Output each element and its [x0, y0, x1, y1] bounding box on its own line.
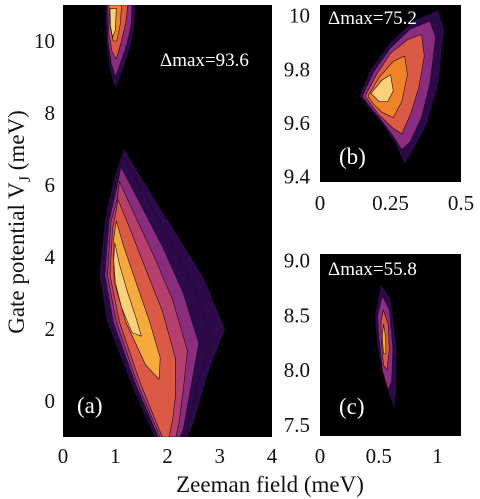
panel-c-y-ticks: 7.5 8.0 8.5 9.0 — [284, 249, 310, 437]
panel-a-y-tick-2: 4 — [45, 245, 56, 269]
panel-a-y-tick-1: 2 — [45, 317, 56, 341]
panel-b-x-tick-1: 0.25 — [372, 191, 409, 215]
panel-b-heatmap — [359, 10, 445, 164]
panel-c-x-tick-1: 0.5 — [366, 444, 392, 468]
panel-c-y-tick-3: 9.0 — [284, 249, 310, 273]
panel-a-y-tick-4: 8 — [45, 101, 56, 125]
panel-a-x-tick-0: 0 — [58, 444, 69, 468]
panel-a: 0 1 2 3 4 0 2 4 6 8 10 Δmax=93.6 (a) — [34, 5, 278, 468]
panel-a-heatmap — [99, 5, 226, 437]
panel-c-label: (c) — [339, 394, 365, 419]
panel-a-x-tick-2: 2 — [162, 444, 173, 468]
panel-b-x-tick-2: 0.5 — [448, 191, 474, 215]
panel-a-lower-lobe-level-6 — [113, 242, 142, 337]
panel-c-heatmap — [374, 284, 397, 408]
panel-b-x-tick-0: 0 — [315, 191, 326, 215]
panel-b-y-tick-1: 9.6 — [284, 111, 310, 135]
panel-c-y-tick-2: 8.5 — [284, 303, 310, 327]
panel-c: 0 0.5 1 7.58.08.59.0 Δmax=55.8 (c) — [284, 249, 461, 468]
panel-c-annotation: Δmax=55.8 — [328, 259, 417, 280]
panel-a-x-tick-1: 1 — [110, 444, 121, 468]
panel-c-x-tick-2: 1 — [432, 444, 443, 468]
panel-b-y-tick-3: 10 — [289, 4, 310, 28]
panel-b: 0 0.25 0.5 9.4 9.6 9.8 10 Δmax=75.2 (b) — [284, 4, 474, 215]
x-axis-label: Zeeman field (meV) — [176, 472, 364, 497]
panel-b-x-ticks: 0 0.25 0.5 — [315, 191, 474, 215]
panel-a-x-tick-4: 4 — [267, 444, 278, 468]
panel-c-sliver-level-3 — [381, 323, 387, 355]
panel-a-y-tick-3: 6 — [45, 173, 56, 197]
panel-c-y-tick-1: 8.0 — [284, 358, 310, 382]
panel-a-x-tick-3: 3 — [215, 444, 226, 468]
panel-b-crescent-level-4 — [370, 74, 394, 102]
panel-a-x-ticks: 0 1 2 3 4 — [58, 444, 278, 468]
panel-b-y-tick-2: 9.8 — [284, 57, 310, 81]
panel-a-y-tick-5: 10 — [34, 29, 55, 53]
panel-a-label: (a) — [77, 393, 103, 418]
panel-a-upper-lobe-level-4 — [109, 8, 117, 38]
panel-a-lower-lobe-level-5 — [112, 220, 161, 380]
panel-a-annotation: Δmax=93.6 — [160, 50, 249, 71]
panel-c-x-ticks: 0 0.5 1 — [315, 444, 443, 468]
panel-b-label: (b) — [339, 144, 366, 169]
panel-b-y-tick-0: 9.4 — [284, 165, 311, 189]
panel-a-y-ticks: 0 2 4 6 8 10 — [34, 29, 56, 413]
panel-b-annotation: Δmax=75.2 — [328, 8, 417, 29]
panel-c-y-tick-0: 7.5 — [284, 413, 310, 437]
panel-c-x-tick-0: 0 — [315, 444, 326, 468]
panel-a-y-tick-0: 0 — [45, 389, 56, 413]
y-axis-label: Gate potential VJ (meV) — [4, 110, 34, 334]
panel-b-y-ticks: 9.4 9.6 9.8 10 — [284, 4, 311, 189]
